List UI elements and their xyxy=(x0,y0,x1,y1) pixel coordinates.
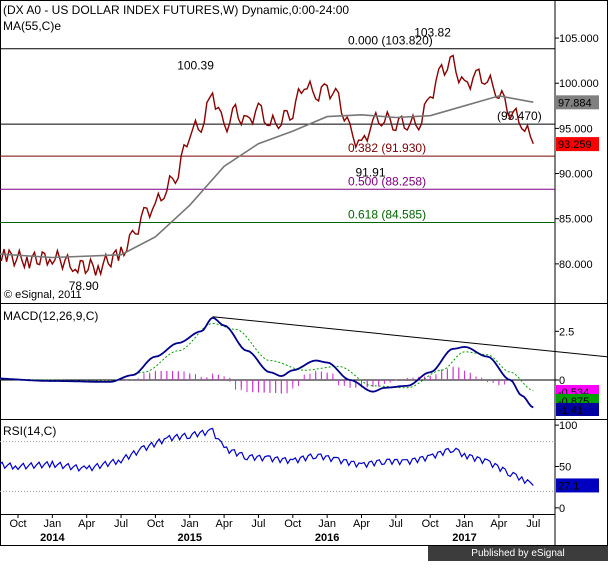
x-month-label: Apr xyxy=(490,518,507,530)
x-month-label: Apr xyxy=(78,518,95,530)
x-month-label: Jan xyxy=(318,518,336,530)
price-line xyxy=(0,54,534,277)
rsi-title: RSI(14,C) xyxy=(3,424,56,438)
y-tick-label: 0 xyxy=(559,503,565,515)
price-annotation: 103.82 xyxy=(414,26,451,40)
x-month-label: Apr xyxy=(353,518,370,530)
x-year-label: 2016 xyxy=(315,532,339,544)
chart-svg: (DX A0 - US DOLLAR INDEX FUTURES,W) Dyna… xyxy=(0,0,608,546)
x-month-label: Jul xyxy=(389,518,403,530)
level-label: 0.618 (84.585) xyxy=(348,207,426,221)
level-label: (95.470) xyxy=(497,109,542,123)
y-tick-label: 95.000 xyxy=(559,123,593,135)
x-month-label: Oct xyxy=(9,518,26,530)
publisher-footer: Published by eSignal (www.esignal.com) xyxy=(428,546,608,574)
level-label: 0.000 (103.820) xyxy=(348,34,433,48)
x-year-label: 2014 xyxy=(40,532,65,544)
macd-trendline xyxy=(212,316,608,358)
price-value-flag-bg xyxy=(556,137,599,152)
y-tick-label: 80.000 xyxy=(559,259,593,271)
level-label: 0.382 (91.930) xyxy=(348,141,426,155)
rsi-value-flag: 27.1 xyxy=(558,480,579,492)
rsi-value-flag-bg xyxy=(556,478,599,493)
chart-window: (DX A0 - US DOLLAR INDEX FUTURES,W) Dyna… xyxy=(0,0,608,561)
y-tick-label: 50 xyxy=(559,462,571,474)
rsi-line xyxy=(0,427,534,486)
y-tick-label: 105.000 xyxy=(559,33,599,45)
chart-title: (DX A0 - US DOLLAR INDEX FUTURES,W) Dyna… xyxy=(3,3,349,17)
price-annotation: 91.91 xyxy=(356,165,386,179)
x-month-label: Jan xyxy=(43,518,61,530)
x-month-label: Oct xyxy=(284,518,301,530)
macd-title: MACD(12,26,9,C) xyxy=(3,309,98,323)
ma-label: MA(55,C)e xyxy=(3,19,61,33)
x-year-label: 2015 xyxy=(178,532,202,544)
price-annotation: 100.39 xyxy=(177,59,214,73)
x-year-label: 2017 xyxy=(452,532,476,544)
macd-line xyxy=(0,316,534,409)
ma55-line xyxy=(0,95,534,259)
x-month-label: Apr xyxy=(216,518,233,530)
y-tick-label: 100 xyxy=(559,420,577,432)
macd-value-flag: -1.41 xyxy=(558,405,583,417)
chart-frame xyxy=(0,0,608,546)
price-annotation: 78.90 xyxy=(69,279,99,293)
x-month-label: Jul xyxy=(526,518,540,530)
y-tick-label: 90.000 xyxy=(559,169,593,181)
price-value-flag: 93.259 xyxy=(558,139,592,151)
x-month-label: Jul xyxy=(114,518,128,530)
y-tick-label: 2.5 xyxy=(559,326,574,338)
y-tick-label: 85.000 xyxy=(559,214,593,226)
price-value-flag: 97.884 xyxy=(558,97,592,109)
copyright-label: © eSignal, 2011 xyxy=(4,289,82,301)
x-month-label: Jan xyxy=(181,518,199,530)
y-tick-label: 100.000 xyxy=(559,78,599,90)
x-month-label: Oct xyxy=(422,518,439,530)
x-month-label: Oct xyxy=(147,518,164,530)
price-value-flag-bg xyxy=(556,95,599,110)
y-tick-label: 0 xyxy=(559,375,565,387)
level-label: 0.500 (88.258) xyxy=(348,174,426,188)
x-month-label: Jan xyxy=(456,518,474,530)
macd-value-flag-bg xyxy=(556,403,599,416)
x-month-label: Jul xyxy=(251,518,265,530)
